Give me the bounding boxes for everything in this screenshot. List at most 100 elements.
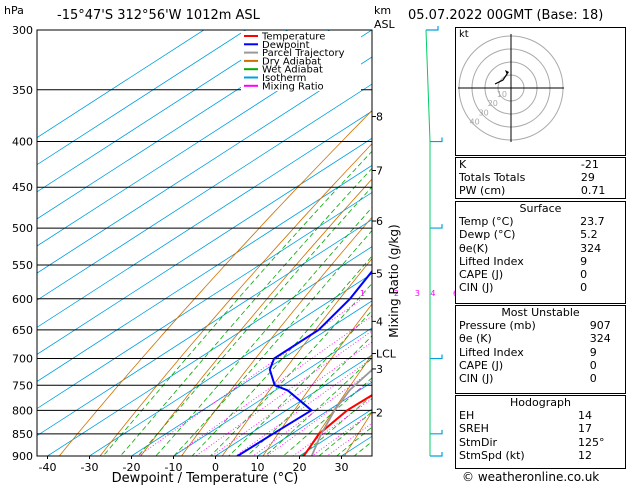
height-tick-label: 2 xyxy=(376,407,383,420)
hodograph-params-row: StmDir 125° xyxy=(459,435,605,449)
wet-adiabat-line xyxy=(282,377,372,456)
wind-barbs xyxy=(425,26,443,457)
height-tick-label: 5 xyxy=(376,267,383,280)
pressure-tick-label: 750 xyxy=(12,379,33,392)
pressure-tick-label: 450 xyxy=(12,181,33,194)
isotherm-line xyxy=(37,30,205,139)
index-row-pw: PW (cm) 0.71 xyxy=(459,184,606,198)
legend-label: Mixing Ratio xyxy=(262,81,324,92)
forecast-datetime: 05.07.2022 00GMT (Base: 18) xyxy=(408,8,604,23)
hodograph-unit-label: kt xyxy=(459,29,469,40)
wet-adiabat-line xyxy=(209,282,372,456)
isotherm-line xyxy=(37,30,331,220)
pressure-tick-label: 300 xyxy=(12,24,33,37)
hodograph-params-table: Hodograph EH 14 SREH 17 StmDir 125° StmSpd … xyxy=(456,396,625,462)
most-unstable-table: Most Unstable Pressure (mb) 907 θe (K) 324… xyxy=(456,306,625,385)
pressure-tick-label: 400 xyxy=(12,136,33,149)
hodograph-ring-label: 30 xyxy=(479,108,489,117)
isotherm-line xyxy=(37,56,372,274)
pressure-tick-label: 850 xyxy=(12,428,33,441)
x-tick-label: 20 xyxy=(293,461,307,474)
pressure-tick-label: 700 xyxy=(12,353,33,366)
pressure-gridlines xyxy=(37,29,372,457)
x-axis-title: Dewpoint / Temperature (°C) xyxy=(112,471,299,486)
surface-box: Surface Temp (°C) 23.7 Dewp (°C) 5.2 θe(K)… xyxy=(455,201,626,304)
height-tick-label: 4 xyxy=(376,315,383,328)
surface-row: CIN (J) 0 xyxy=(459,281,588,295)
dewpoint-line xyxy=(235,269,372,456)
x-tick-label: -10 xyxy=(165,461,183,474)
wet-adiabat-line xyxy=(264,357,372,456)
wind-profile-line xyxy=(425,29,431,142)
height-tick-label: 3 xyxy=(376,363,383,376)
pressure-tick-label: 550 xyxy=(12,259,33,272)
asl-label: ASL xyxy=(374,18,395,31)
isotherm-line xyxy=(37,30,247,166)
legend-label: Temperature xyxy=(261,32,325,43)
indices-table: K -21 Totals Totals 29 PW (cm) 0.71 xyxy=(456,158,625,198)
pressure-tick-label: 800 xyxy=(12,404,33,417)
wet-adiabat-line xyxy=(300,395,372,456)
pressure-unit-label: hPa xyxy=(4,4,24,17)
most-unstable-box: Most Unstable Pressure (mb) 907 θe (K) 324… xyxy=(455,305,626,394)
mixing-ratio-label: 1 xyxy=(360,289,365,298)
plot-frame xyxy=(36,29,373,457)
wet-adiabat-lines xyxy=(102,150,372,456)
wind-barb xyxy=(430,137,443,143)
km-unit-label: km xyxy=(374,4,392,17)
surface-row: θe(K) 324 xyxy=(459,241,602,255)
pressure-tick-label: 650 xyxy=(12,324,33,337)
height-tick-label: 8 xyxy=(376,111,383,124)
indices-box: K -21 Totals Totals 29 PW (cm) 0.71 xyxy=(455,157,626,199)
isotherm-line xyxy=(37,30,289,193)
wet-adiabat-line xyxy=(173,229,372,456)
isotherm-line xyxy=(37,137,372,355)
legend-label: Isotherm xyxy=(262,73,306,84)
isotherm-line xyxy=(37,83,372,301)
x-tick-label: 10 xyxy=(251,461,265,474)
legend-label: Dewpoint xyxy=(262,40,310,51)
index-row-k: K -21 xyxy=(459,158,599,171)
hodograph-params-row: EH 14 xyxy=(459,409,592,423)
pressure-tick-label: 500 xyxy=(12,222,33,235)
hodograph-ring-label: 40 xyxy=(470,117,480,126)
height-axis: 8 7 6 5 4 LCL 3 2 xyxy=(372,111,397,420)
most-unstable-row: CAPE (J) 0 xyxy=(459,358,597,372)
height-tick-label: LCL xyxy=(376,348,397,361)
x-tick-label: -20 xyxy=(123,461,141,474)
most-unstable-row: θe (K) 324 xyxy=(459,332,611,346)
hodograph-params-row: StmSpd (kt) 12 xyxy=(459,448,592,462)
most-unstable-row: Lifted Index 9 xyxy=(459,345,597,359)
height-tick-label: 7 xyxy=(376,165,383,178)
isotherm-line xyxy=(37,30,372,247)
wet-adiabat-line xyxy=(228,310,372,456)
wet-adiabat-line xyxy=(137,186,372,456)
hodograph-params-box: Hodograph EH 14 SREH 17 StmDir 125° StmSpd … xyxy=(455,395,626,469)
surface-row: CAPE (J) 0 xyxy=(459,268,588,282)
mixing-ratio-line xyxy=(235,357,372,456)
surface-row: Dewp (°C) 5.2 xyxy=(459,228,598,242)
most-unstable-row: CIN (J) 0 xyxy=(459,372,597,386)
sounding-series xyxy=(235,269,372,456)
hodograph-trace xyxy=(494,73,508,85)
x-tick-label: -30 xyxy=(81,461,99,474)
wind-barb xyxy=(430,429,443,435)
surface-row: Lifted Index 9 xyxy=(459,254,588,268)
mixing-ratio-label: 3 xyxy=(415,289,420,298)
index-row-totals: Totals Totals 29 xyxy=(459,171,595,185)
surface-row: Temp (°C) 23.7 xyxy=(459,215,605,229)
mixing-ratio-line xyxy=(195,330,372,456)
hodograph-ring-label: 20 xyxy=(488,99,498,108)
surface-table: Surface Temp (°C) 23.7 Dewp (°C) 5.2 θe(K)… xyxy=(456,202,625,294)
x-tick-label: 30 xyxy=(335,461,349,474)
wind-barb xyxy=(426,26,439,31)
pressure-tick-label: 350 xyxy=(12,84,33,97)
wet-adiabat-line xyxy=(119,167,372,456)
hodograph-params-row: SREH 17 xyxy=(459,422,592,436)
wind-barb xyxy=(430,452,443,457)
most-unstable-title: Most Unstable xyxy=(501,306,580,319)
pressure-axis: 300 350 400 450 500 550 600 650 700 750 800 850 900 xyxy=(12,24,33,463)
